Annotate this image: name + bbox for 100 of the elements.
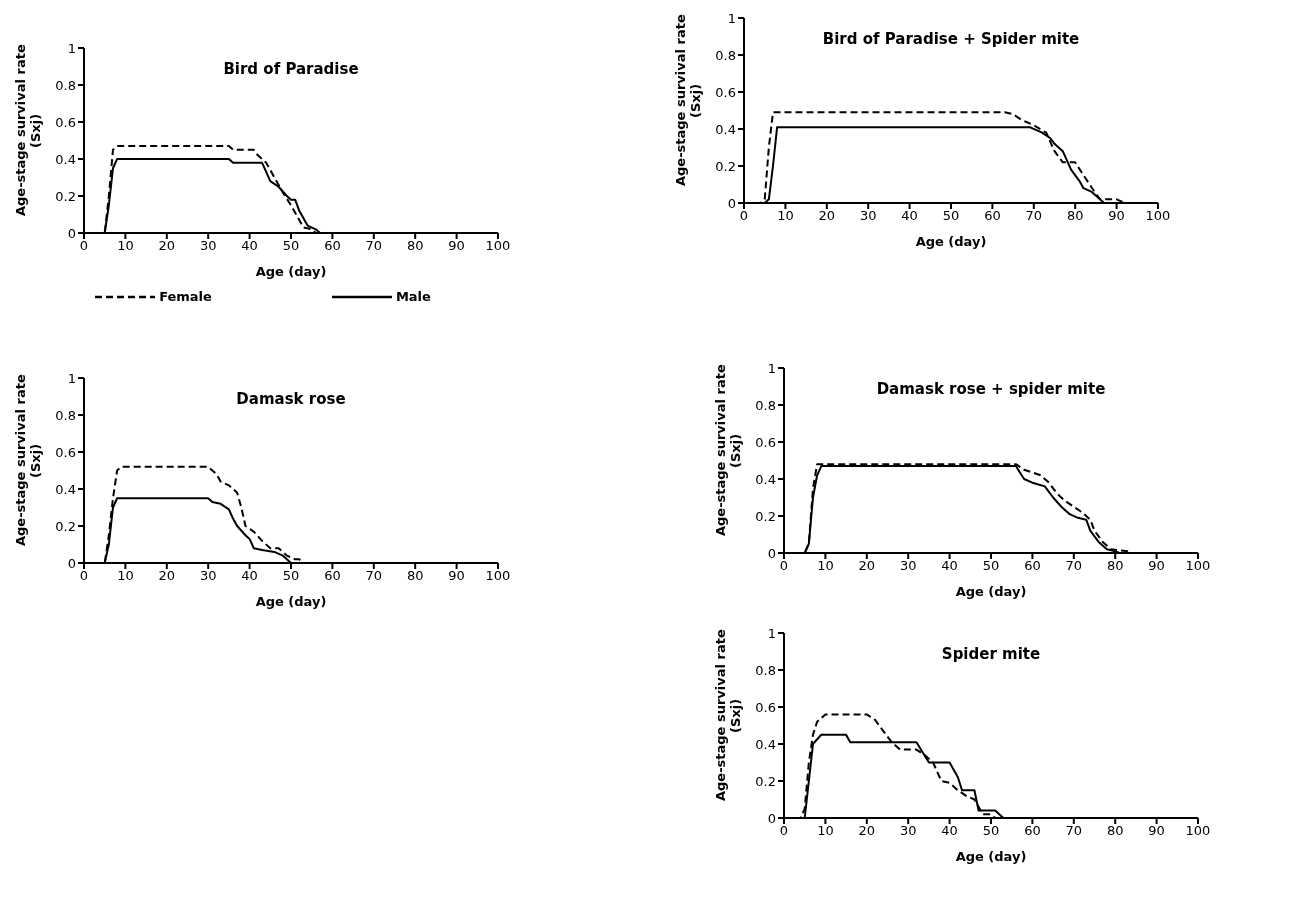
y-tick-label: 0.8: [715, 47, 736, 63]
y-tick-label: 0.6: [55, 114, 76, 130]
y-tick-label: 1: [727, 10, 736, 26]
y-axis-title: Age-stage survival rate (Sxj): [713, 363, 743, 539]
x-tick-label: 50: [982, 823, 1000, 839]
x-axis-title: Age (day): [954, 848, 1028, 866]
y-tick-label: 1: [767, 625, 776, 641]
x-tick-label: 100: [485, 238, 511, 254]
x-tick-label: 40: [241, 568, 258, 584]
y-tick-label: 0.2: [755, 508, 776, 524]
x-tick-label: 0: [79, 238, 89, 254]
y-tick-label: 0.4: [755, 736, 776, 752]
x-axis-title: Age (day): [254, 593, 328, 611]
x-tick-label: 30: [899, 558, 917, 574]
y-tick-label: 0.6: [715, 84, 736, 100]
x-tick-label: 70: [365, 568, 383, 584]
x-tick-label: 80: [406, 238, 424, 254]
y-tick-label: 0: [67, 225, 76, 241]
y-tick-label: 0.2: [55, 188, 76, 204]
y-tick-label: 0.8: [55, 407, 76, 423]
x-tick-label: 30: [899, 823, 917, 839]
legend-label: Male: [395, 289, 431, 304]
x-tick-label: 90: [1148, 558, 1165, 574]
y-tick-label: 0: [767, 545, 776, 561]
x-tick-label: 20: [158, 568, 176, 584]
text: Spider mite: [940, 645, 1042, 663]
y-axis-title: Age-stage survival rate (Sxj): [13, 43, 43, 219]
x-tick-label: 20: [158, 238, 176, 254]
x-tick-label: 60: [1024, 823, 1041, 839]
x-tick-label: 60: [324, 568, 341, 584]
text: Damask rose + spider mite: [875, 380, 1107, 398]
x-tick-label: 90: [1108, 208, 1125, 224]
x-tick-label: 60: [984, 208, 1001, 224]
x-tick-label: 80: [1106, 558, 1124, 574]
x-tick-label: 10: [117, 568, 134, 584]
x-tick-label: 50: [942, 208, 960, 224]
x-tick-label: 10: [777, 208, 794, 224]
x-tick-label: 90: [448, 238, 465, 254]
y-tick-label: 1: [67, 370, 76, 386]
x-axis-title: Age (day): [254, 263, 328, 281]
y-tick-label: 0.4: [755, 471, 776, 487]
x-tick-label: 80: [1066, 208, 1084, 224]
text: Bird of Paradise + Spider mite: [821, 30, 1081, 48]
x-tick-label: 50: [282, 238, 300, 254]
x-axis-title: Age (day): [914, 233, 988, 251]
x-tick-label: 60: [1024, 558, 1041, 574]
x-tick-label: 80: [1106, 823, 1124, 839]
y-tick-label: 0.8: [755, 397, 776, 413]
text: Damask rose: [235, 390, 347, 408]
y-tick-label: 0: [727, 195, 736, 211]
x-tick-label: 40: [241, 238, 258, 254]
y-tick-label: 1: [67, 40, 76, 56]
x-tick-label: 50: [982, 558, 1000, 574]
x-tick-label: 90: [448, 568, 465, 584]
y-tick-label: 0.8: [55, 77, 76, 93]
text: Bird of Paradise: [222, 60, 360, 78]
y-tick-label: 0.2: [755, 773, 776, 789]
x-tick-label: 100: [1185, 823, 1211, 839]
x-tick-label: 100: [485, 568, 511, 584]
x-tick-label: 30: [859, 208, 877, 224]
x-tick-label: 70: [1065, 558, 1083, 574]
legend-label: Female: [159, 289, 212, 304]
x-tick-label: 100: [1185, 558, 1211, 574]
x-tick-label: 20: [858, 823, 876, 839]
x-tick-label: 100: [1145, 208, 1171, 224]
x-tick-label: 20: [858, 558, 876, 574]
y-tick-label: 0: [767, 810, 776, 826]
x-tick-label: 30: [199, 238, 217, 254]
x-tick-label: 10: [817, 823, 834, 839]
y-tick-label: 1: [767, 360, 776, 376]
x-tick-label: 70: [365, 238, 383, 254]
y-tick-label: 0.4: [55, 481, 76, 497]
x-tick-label: 40: [941, 823, 958, 839]
x-tick-label: 10: [817, 558, 834, 574]
y-tick-label: 0.6: [755, 434, 776, 450]
y-tick-label: 0.6: [755, 699, 776, 715]
x-tick-label: 70: [1025, 208, 1043, 224]
x-tick-label: 40: [941, 558, 958, 574]
y-axis-title: Age-stage survival rate (Sxj): [13, 373, 43, 549]
y-tick-label: 0.4: [715, 121, 736, 137]
x-axis-title: Age (day): [954, 583, 1028, 601]
y-axis-title: Age-stage survival rate (Sxj): [713, 628, 743, 804]
x-tick-label: 30: [199, 568, 217, 584]
x-tick-label: 90: [1148, 823, 1165, 839]
x-tick-label: 80: [406, 568, 424, 584]
x-tick-label: 0: [739, 208, 749, 224]
x-tick-label: 0: [779, 823, 789, 839]
x-tick-label: 10: [117, 238, 134, 254]
y-axis-title: Age-stage survival rate (Sxj): [673, 13, 703, 189]
y-tick-label: 0.6: [55, 444, 76, 460]
x-tick-label: 50: [282, 568, 300, 584]
x-tick-label: 40: [901, 208, 918, 224]
x-tick-label: 0: [79, 568, 89, 584]
x-tick-label: 60: [324, 238, 341, 254]
x-tick-label: 70: [1065, 823, 1083, 839]
x-tick-label: 0: [779, 558, 789, 574]
x-tick-label: 20: [818, 208, 836, 224]
y-tick-label: 0.2: [55, 518, 76, 534]
y-tick-label: 0.8: [755, 662, 776, 678]
y-tick-label: 0.2: [715, 158, 736, 174]
